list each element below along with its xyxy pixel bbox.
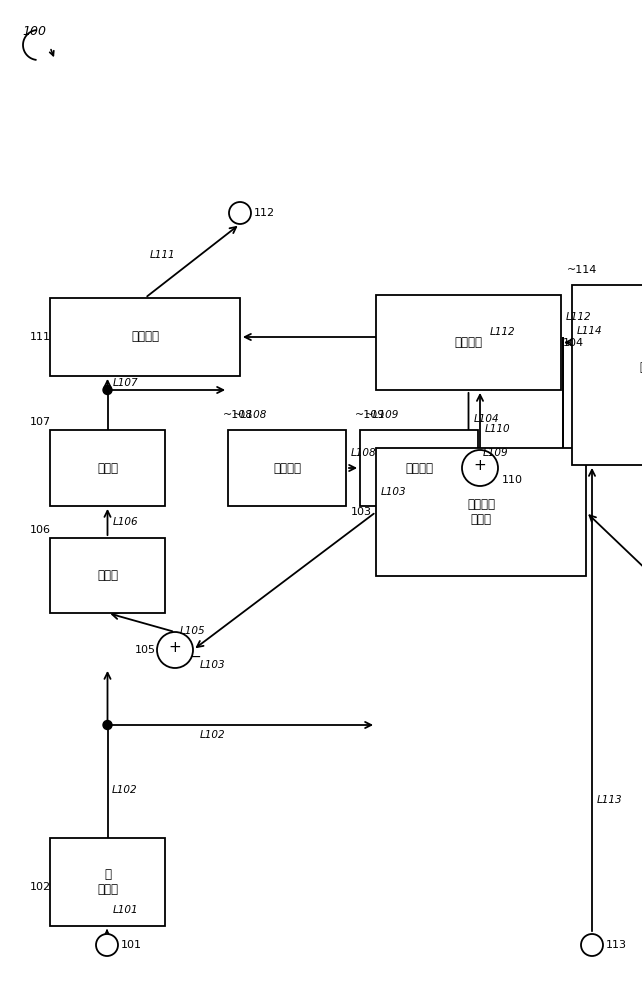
Text: −: − xyxy=(189,650,201,664)
Circle shape xyxy=(157,632,193,668)
Text: 逆变换器: 逆变换器 xyxy=(405,462,433,475)
Text: 量化器: 量化器 xyxy=(97,462,118,475)
Text: 帧存储器: 帧存储器 xyxy=(455,336,483,349)
FancyBboxPatch shape xyxy=(50,430,165,506)
FancyBboxPatch shape xyxy=(50,838,165,926)
Text: L111: L111 xyxy=(150,250,176,260)
Text: L110: L110 xyxy=(485,424,510,434)
Text: +: + xyxy=(169,641,182,656)
Text: 105: 105 xyxy=(135,645,156,655)
Text: L105: L105 xyxy=(180,626,205,636)
Text: 逆量化器: 逆量化器 xyxy=(273,462,301,475)
Text: 111: 111 xyxy=(30,332,51,342)
Text: L114: L114 xyxy=(577,326,603,336)
Text: L108: L108 xyxy=(351,448,377,458)
Text: L112: L112 xyxy=(566,312,592,322)
Text: L113: L113 xyxy=(597,795,623,805)
Text: 熵编码器: 熵编码器 xyxy=(131,330,159,344)
Text: 变换器: 变换器 xyxy=(97,569,118,582)
Circle shape xyxy=(103,720,112,730)
Text: ~L109: ~L109 xyxy=(365,410,399,420)
Circle shape xyxy=(229,202,251,224)
Text: L103: L103 xyxy=(381,487,406,497)
Text: 帧存储器
管理器: 帧存储器 管理器 xyxy=(639,361,642,389)
Text: 104: 104 xyxy=(563,338,584,348)
Text: 100: 100 xyxy=(22,25,46,38)
Text: L109: L109 xyxy=(483,448,508,458)
Text: 101: 101 xyxy=(121,940,142,950)
Text: L101: L101 xyxy=(113,905,139,915)
FancyBboxPatch shape xyxy=(572,285,642,465)
FancyBboxPatch shape xyxy=(50,538,165,613)
Text: 110: 110 xyxy=(502,475,523,485)
Text: ~109: ~109 xyxy=(355,410,385,420)
Text: +: + xyxy=(474,458,487,474)
FancyBboxPatch shape xyxy=(50,298,240,376)
FancyBboxPatch shape xyxy=(360,430,478,506)
Text: L103: L103 xyxy=(200,660,225,670)
Text: L102: L102 xyxy=(200,730,225,740)
Text: 106: 106 xyxy=(30,525,51,535)
Text: 107: 107 xyxy=(30,417,51,427)
Circle shape xyxy=(462,450,498,486)
Text: L107: L107 xyxy=(112,378,138,388)
Text: ~114: ~114 xyxy=(567,265,597,275)
Text: L112: L112 xyxy=(490,327,516,337)
Text: 块
分割器: 块 分割器 xyxy=(97,868,118,896)
Text: L102: L102 xyxy=(112,785,137,795)
Text: L104: L104 xyxy=(474,414,499,424)
Text: 预测信号
生成器: 预测信号 生成器 xyxy=(467,498,495,526)
Text: 102: 102 xyxy=(30,882,51,892)
Text: 103: 103 xyxy=(351,507,372,517)
FancyBboxPatch shape xyxy=(376,448,586,576)
FancyBboxPatch shape xyxy=(228,430,346,506)
Circle shape xyxy=(581,934,603,956)
Circle shape xyxy=(96,934,118,956)
Circle shape xyxy=(103,385,112,394)
Text: L106: L106 xyxy=(112,517,138,527)
Text: ~L108: ~L108 xyxy=(233,410,267,420)
Text: ~108: ~108 xyxy=(223,410,254,420)
Text: 112: 112 xyxy=(254,208,275,218)
FancyBboxPatch shape xyxy=(376,295,561,390)
Text: 113: 113 xyxy=(606,940,627,950)
